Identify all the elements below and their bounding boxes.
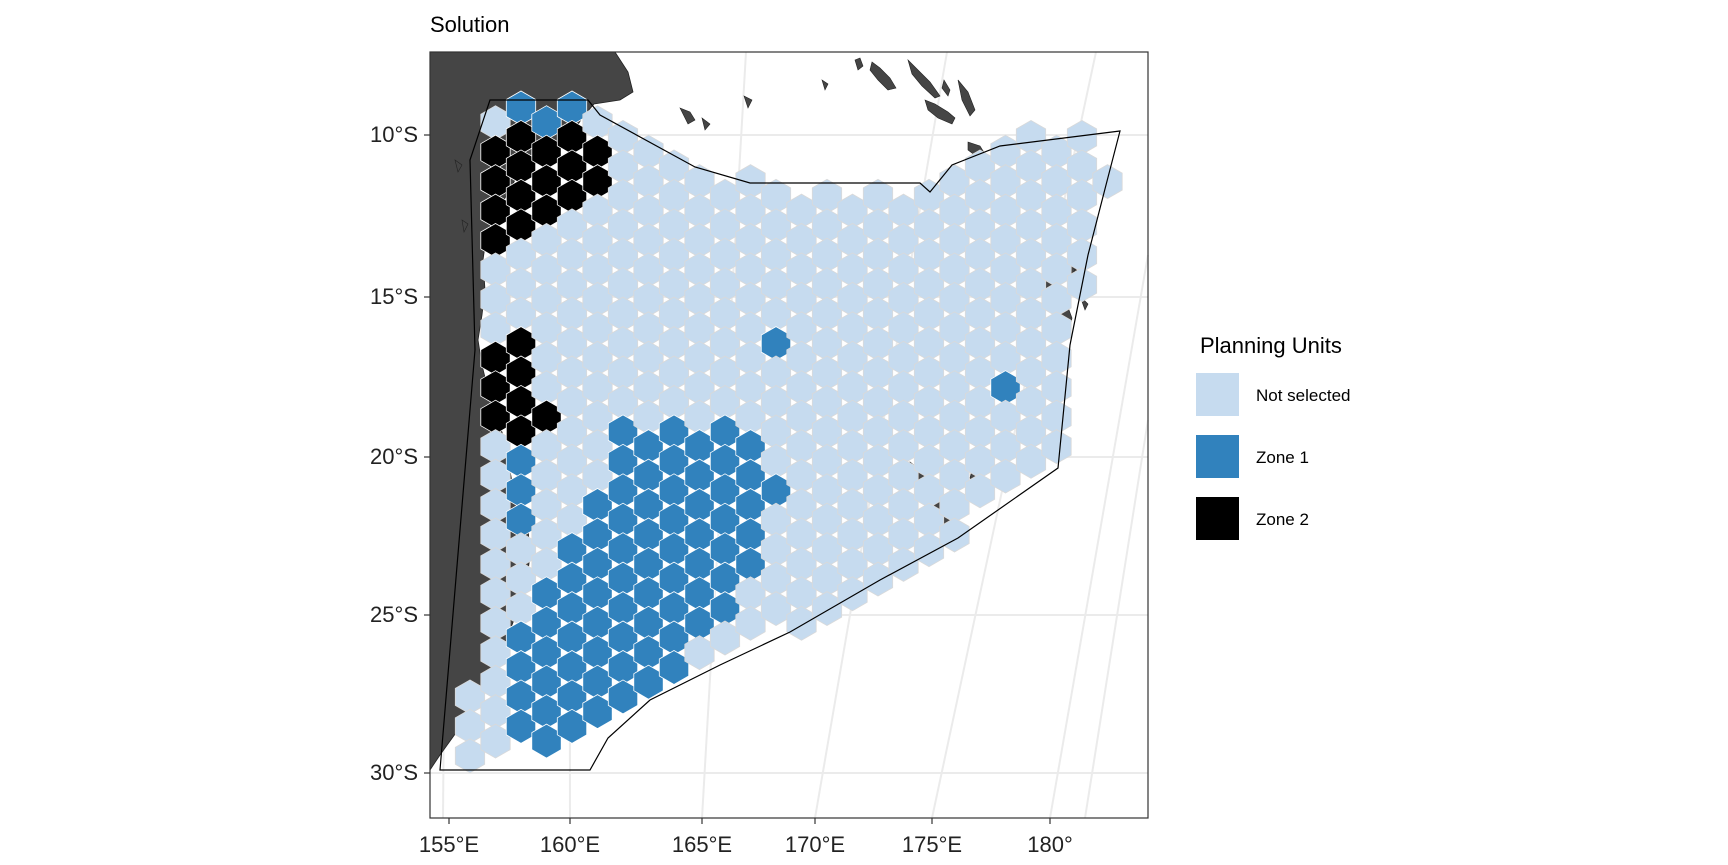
island bbox=[461, 219, 469, 233]
x-tick-label: 175°E bbox=[902, 832, 962, 857]
legend-swatch bbox=[1196, 497, 1239, 540]
island bbox=[454, 159, 463, 173]
island bbox=[701, 117, 711, 131]
x-tick-label: 160°E bbox=[540, 832, 600, 857]
boundary-line bbox=[439, 99, 1121, 771]
planning-unit-not-selected bbox=[1041, 429, 1072, 465]
legend-swatch bbox=[1196, 435, 1239, 478]
plot-title: Solution bbox=[430, 12, 510, 37]
x-tick-label: 165°E bbox=[672, 832, 732, 857]
x-tick-label: 180° bbox=[1027, 832, 1073, 857]
planning-units-layer bbox=[454, 90, 1123, 774]
legend-swatch bbox=[1196, 373, 1239, 416]
island bbox=[941, 79, 951, 97]
y-tick-label: 25°S bbox=[370, 602, 418, 627]
graticule-line bbox=[1049, 254, 1149, 819]
study-area-boundary bbox=[439, 99, 1121, 771]
x-axis: 155°E 160°E 165°E 170°E 175°E 180° bbox=[419, 818, 1073, 857]
y-tick-label: 20°S bbox=[370, 444, 418, 469]
map-panel bbox=[429, 51, 1149, 819]
island bbox=[821, 79, 829, 91]
legend-label: Zone 1 bbox=[1256, 448, 1309, 467]
island bbox=[957, 79, 976, 117]
y-axis: 10°S 15°S 20°S 25°S 30°S bbox=[370, 122, 430, 785]
island bbox=[679, 107, 696, 125]
island bbox=[924, 99, 956, 125]
legend-label: Not selected bbox=[1256, 386, 1351, 405]
y-tick-label: 15°S bbox=[370, 284, 418, 309]
x-tick-label: 155°E bbox=[419, 832, 479, 857]
y-tick-label: 10°S bbox=[370, 122, 418, 147]
island bbox=[743, 95, 753, 109]
x-tick-label: 170°E bbox=[785, 832, 845, 857]
legend-title: Planning Units bbox=[1200, 333, 1342, 358]
island bbox=[907, 58, 941, 99]
island bbox=[854, 57, 864, 71]
legend: Planning Units Not selected Zone 1 Zone 2 bbox=[1196, 333, 1351, 540]
legend-label: Zone 2 bbox=[1256, 510, 1309, 529]
y-tick-label: 30°S bbox=[370, 760, 418, 785]
island bbox=[869, 61, 897, 91]
graticule-line bbox=[1084, 419, 1149, 819]
panel-border bbox=[429, 51, 1149, 819]
